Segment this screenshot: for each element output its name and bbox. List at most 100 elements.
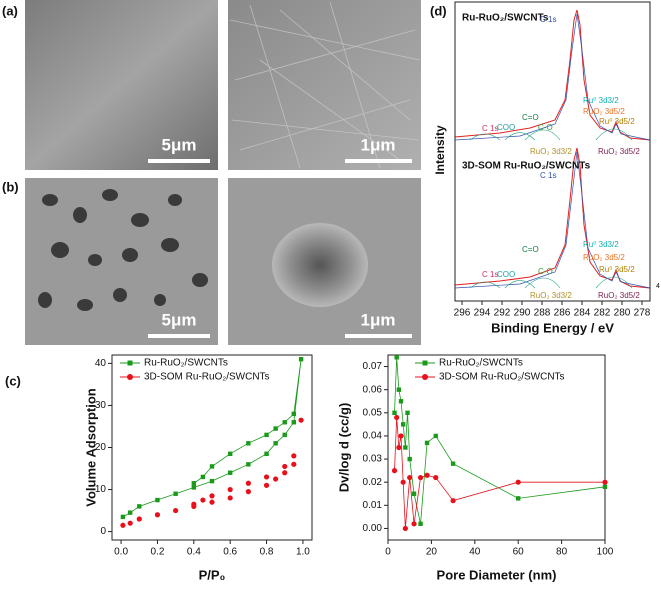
point	[392, 410, 397, 416]
peak-label: RuO₂ 3d3/2	[530, 291, 572, 300]
peak-label: C 1s	[482, 124, 498, 133]
point	[602, 479, 608, 485]
y-axis-label: Dv/log d (cc/g)	[336, 403, 351, 493]
point	[191, 481, 197, 486]
plot-frame	[387, 354, 606, 541]
point	[282, 463, 288, 470]
panel-label: (a)	[2, 3, 18, 18]
point	[516, 496, 521, 501]
legend-label: Ru-RuO₂/SWCNTs	[439, 358, 523, 369]
legend-marker	[127, 374, 133, 380]
point	[155, 497, 160, 503]
point	[209, 499, 215, 505]
point	[137, 504, 142, 509]
sem-image	[25, 0, 218, 170]
panel-label: (c)	[5, 373, 21, 388]
peak-label: C-O	[538, 267, 553, 276]
peak-label: RuO₂ 3d3/2	[530, 147, 572, 156]
point	[398, 399, 404, 404]
x-tick-label: 280	[614, 308, 631, 319]
point	[424, 440, 430, 446]
point	[291, 453, 297, 459]
scale-label: 1μm	[361, 135, 396, 154]
point	[411, 521, 417, 527]
point	[417, 474, 424, 481]
y-axis-label: Volume Adsorption	[83, 388, 98, 507]
x-axis-label: Pore Diameter (nm)	[437, 567, 557, 582]
point	[515, 479, 521, 485]
x-tick-label: 296	[454, 308, 471, 319]
point	[120, 522, 126, 528]
point	[282, 420, 287, 425]
series-line	[122, 359, 302, 518]
point	[400, 479, 406, 485]
point	[264, 451, 269, 457]
spectrum-title: Ru-RuO₂/SWCNTs	[462, 13, 549, 24]
sem-image	[25, 178, 218, 345]
point	[411, 491, 417, 496]
x-tick-label: 0.4	[187, 547, 201, 558]
point	[394, 414, 400, 421]
x-tick-label: 288	[534, 308, 551, 319]
peak-label: C 1s	[482, 270, 498, 279]
point	[120, 514, 126, 520]
point	[398, 433, 404, 439]
point	[396, 444, 402, 451]
peak-label: RuO₂ 3d5/2	[583, 253, 625, 262]
x-tick-label: 0.0	[114, 547, 128, 558]
point	[402, 525, 408, 532]
peak-label: RuO₂ 3d5/2	[583, 107, 625, 116]
point	[450, 461, 456, 466]
sem-image	[228, 0, 421, 170]
point	[291, 461, 297, 467]
y-tick-label: 0	[100, 526, 106, 537]
peak-label: COO	[497, 270, 515, 279]
scale-label: 5μm	[162, 310, 197, 329]
point	[245, 480, 251, 486]
side-label: 4	[656, 283, 660, 290]
y-tick-label: 0.02	[363, 477, 383, 488]
x-axis-label: Binding Energy / eV	[491, 320, 614, 335]
point	[282, 432, 287, 438]
point	[424, 472, 430, 478]
legend-marker	[422, 360, 428, 366]
point	[273, 476, 279, 482]
x-tick-label: 290	[514, 308, 531, 319]
point	[246, 441, 251, 446]
point	[298, 417, 304, 423]
spectrum-title: 3D-SOM Ru-RuO₂/SWCNTs	[462, 161, 591, 172]
point	[127, 510, 133, 515]
y-tick-label: 0.07	[363, 361, 383, 372]
y-tick-label: 30	[95, 400, 107, 411]
y-tick-label: 10	[95, 484, 107, 495]
point	[273, 441, 278, 446]
legend-marker	[422, 374, 428, 380]
point	[173, 507, 179, 514]
point	[291, 420, 297, 425]
y-tick-label: 20	[95, 442, 107, 453]
point	[209, 478, 215, 484]
x-tick-label: 278	[634, 308, 651, 319]
point	[245, 489, 251, 495]
point	[391, 468, 398, 474]
point	[264, 432, 269, 438]
peak-label: C-O	[538, 123, 553, 132]
y-tick-label: 0.01	[363, 500, 383, 511]
panel-label: (b)	[2, 179, 19, 194]
point	[209, 493, 215, 499]
peak-label: Ru⁰ 3d5/2	[599, 265, 635, 274]
point	[227, 451, 233, 457]
point	[191, 485, 197, 490]
x-tick-label: 0.6	[223, 547, 237, 558]
peak-label: C 1s	[540, 171, 556, 180]
panel-label: (d)	[430, 3, 447, 18]
legend-label: 3D-SOM Ru-RuO₂/SWCNTs	[144, 372, 270, 383]
peak-label: Ru⁰ 3d3/2	[583, 96, 619, 105]
legend-label: 3D-SOM Ru-RuO₂/SWCNTs	[439, 372, 565, 383]
point	[407, 474, 413, 481]
point	[405, 410, 410, 416]
point	[291, 411, 297, 417]
point	[282, 470, 288, 476]
